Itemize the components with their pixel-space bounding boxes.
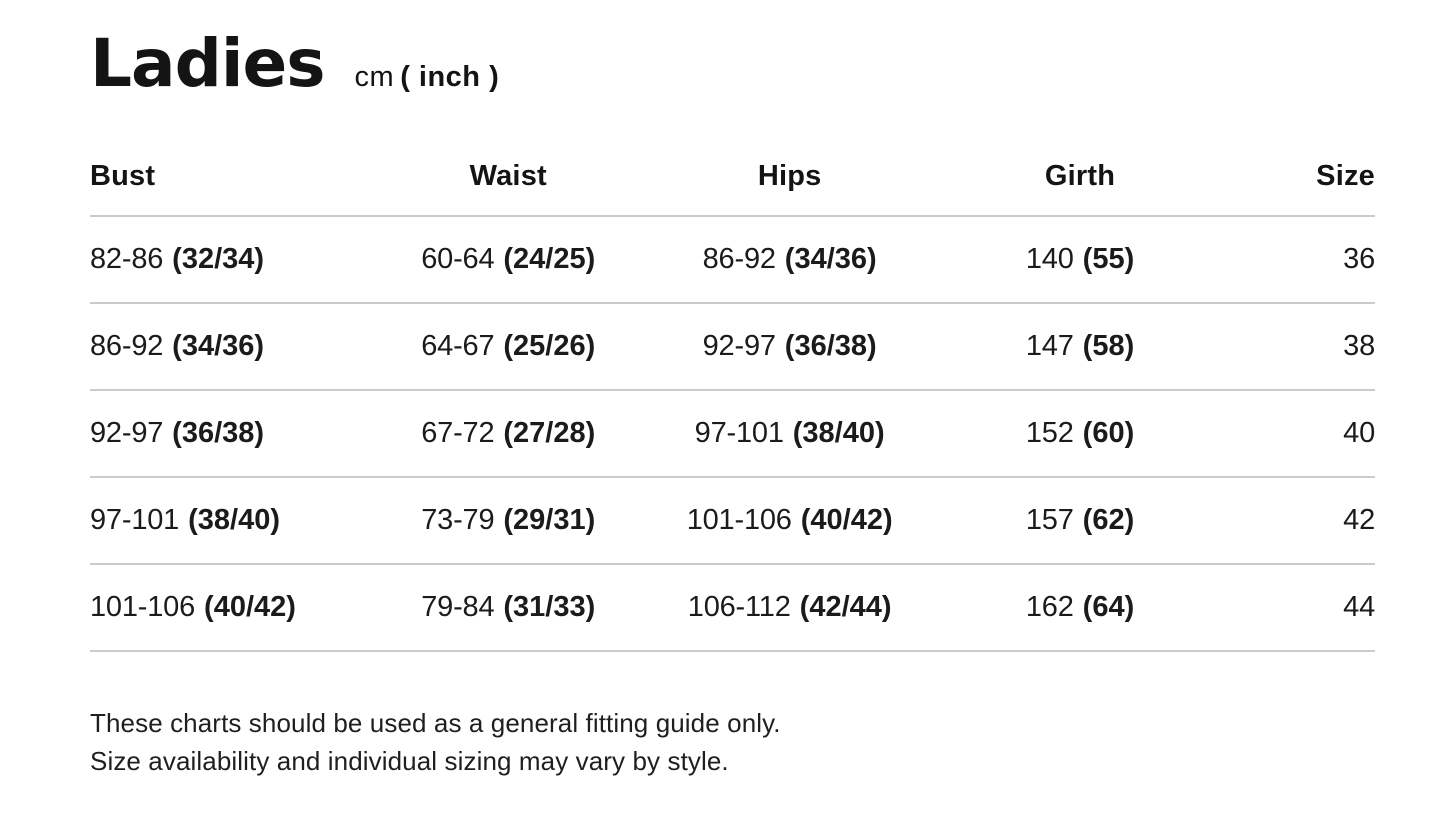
table-row: 97-101 (38/40) 73-79 (29/31) 101-106 (40/42… xyxy=(90,477,1375,565)
cell-hips: 86-92 (34/36) xyxy=(646,216,933,304)
cell-bust: 97-101 (38/40) xyxy=(90,477,371,565)
cm-value: 82-86 xyxy=(90,243,164,275)
inch-value: (55) xyxy=(1082,243,1135,275)
inch-value: (64) xyxy=(1082,591,1135,623)
table-row: 82-86 (32/34) 60-64 (24/25) 86-92 (34/36) 1… xyxy=(90,216,1375,304)
column-header-bust: Bust xyxy=(90,160,371,217)
cell-size: 38 xyxy=(1227,303,1375,391)
page-header: Ladies cm( inch ) xyxy=(90,24,1375,104)
cell-waist: 67-72 (27/28) xyxy=(370,390,647,478)
inch-value: (36/38) xyxy=(784,330,877,362)
cell-waist: 60-64 (24/25) xyxy=(370,216,647,304)
cell-girth: 140 (55) xyxy=(932,216,1228,304)
unit-cm-label: cm xyxy=(354,61,395,93)
inch-value: (42/44) xyxy=(799,591,892,623)
inch-value: (40/42) xyxy=(800,504,893,536)
cm-value: 73-79 xyxy=(421,504,495,536)
table-row: 92-97 (36/38) 67-72 (27/28) 97-101 (38/40) … xyxy=(90,390,1375,478)
cm-value: 162 xyxy=(1025,591,1074,623)
inch-value: (38/40) xyxy=(188,504,280,536)
cm-value: 86-92 xyxy=(90,330,164,362)
cell-hips: 101-106 (40/42) xyxy=(646,477,933,565)
cell-size: 44 xyxy=(1227,564,1375,652)
inch-value: (40/42) xyxy=(204,591,296,623)
cell-size: 42 xyxy=(1227,477,1375,565)
inch-value: (34/36) xyxy=(172,330,265,362)
table-header-row: Bust Waist Hips Girth Size xyxy=(90,160,1375,217)
cell-girth: 162 (64) xyxy=(932,564,1228,652)
unit-inch-label: ( inch ) xyxy=(400,61,500,93)
cell-bust: 86-92 (34/36) xyxy=(90,303,371,391)
column-header-size: Size xyxy=(1227,160,1375,217)
cell-bust: 82-86 (32/34) xyxy=(90,216,371,304)
cm-value: 60-64 xyxy=(421,243,495,275)
page-title: Ladies xyxy=(90,25,326,102)
cm-value: 157 xyxy=(1025,504,1074,536)
cell-bust: 92-97 (36/38) xyxy=(90,390,371,478)
cm-value: 86-92 xyxy=(702,243,776,275)
fitting-guide-note: These charts should be used as a general… xyxy=(90,704,1375,780)
cm-value: 101-106 xyxy=(686,504,792,536)
cm-value: 79-84 xyxy=(421,591,495,623)
cm-value: 92-97 xyxy=(90,417,164,449)
note-line-1: These charts should be used as a general… xyxy=(90,708,781,738)
unit-label: cm( inch ) xyxy=(355,61,500,94)
cm-value: 101-106 xyxy=(90,591,196,623)
table-row: 86-92 (34/36) 64-67 (25/26) 92-97 (36/38) 1… xyxy=(90,303,1375,391)
inch-value: (25/26) xyxy=(503,330,596,362)
cm-value: 140 xyxy=(1025,243,1074,275)
inch-value: (38/40) xyxy=(792,417,885,449)
cell-girth: 147 (58) xyxy=(932,303,1228,391)
table-row: 101-106 (40/42) 79-84 (31/33) 106-112 (42/4… xyxy=(90,564,1375,652)
inch-value: (29/31) xyxy=(503,504,596,536)
cell-hips: 106-112 (42/44) xyxy=(646,564,933,652)
cell-bust: 101-106 (40/42) xyxy=(90,564,371,652)
column-header-hips: Hips xyxy=(646,160,933,217)
inch-value: (27/28) xyxy=(503,417,596,449)
cm-value: 97-101 xyxy=(694,417,784,449)
cm-value: 97-101 xyxy=(90,504,180,536)
inch-value: (24/25) xyxy=(503,243,596,275)
cm-value: 106-112 xyxy=(687,591,791,623)
inch-value: (58) xyxy=(1082,330,1135,362)
cm-value: 64-67 xyxy=(421,330,495,362)
inch-value: (60) xyxy=(1082,417,1135,449)
cell-size: 36 xyxy=(1227,216,1375,304)
cell-hips: 92-97 (36/38) xyxy=(646,303,933,391)
cm-value: 147 xyxy=(1025,330,1074,362)
cm-value: 67-72 xyxy=(421,417,495,449)
inch-value: (32/34) xyxy=(172,243,265,275)
cell-waist: 73-79 (29/31) xyxy=(370,477,647,565)
inch-value: (34/36) xyxy=(784,243,877,275)
column-header-waist: Waist xyxy=(370,160,647,217)
column-header-girth: Girth xyxy=(932,160,1228,217)
cell-hips: 97-101 (38/40) xyxy=(646,390,933,478)
note-line-2: Size availability and individual sizing … xyxy=(90,746,729,776)
cell-size: 40 xyxy=(1227,390,1375,478)
cell-waist: 64-67 (25/26) xyxy=(370,303,647,391)
cm-value: 152 xyxy=(1025,417,1074,449)
size-chart-table: Bust Waist Hips Girth Size 82-86 (32/34) … xyxy=(90,160,1375,652)
cell-girth: 152 (60) xyxy=(932,390,1228,478)
inch-value: (62) xyxy=(1082,504,1135,536)
inch-value: (31/33) xyxy=(503,591,596,623)
cm-value: 92-97 xyxy=(702,330,776,362)
cell-girth: 157 (62) xyxy=(932,477,1228,565)
inch-value: (36/38) xyxy=(172,417,265,449)
cell-waist: 79-84 (31/33) xyxy=(370,564,647,652)
